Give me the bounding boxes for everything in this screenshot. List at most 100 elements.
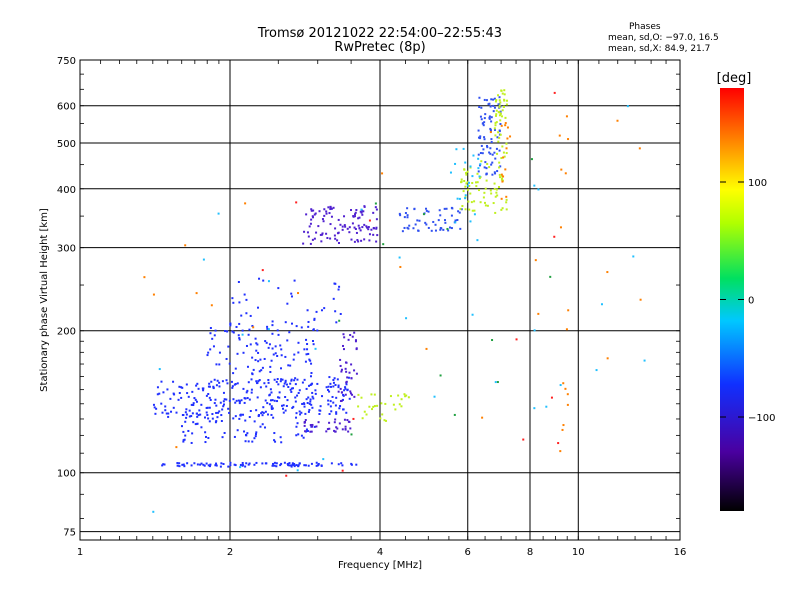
data-point: [484, 161, 487, 164]
data-point: [313, 237, 316, 240]
data-point: [490, 116, 493, 119]
data-point: [357, 240, 360, 243]
data-point: [332, 379, 335, 382]
data-point: [297, 292, 300, 295]
data-point: [413, 208, 416, 211]
data-point: [559, 450, 562, 453]
data-point: [504, 122, 507, 125]
data-point: [295, 434, 298, 437]
data-point: [353, 226, 356, 229]
data-point: [440, 227, 443, 230]
y-tick-label: 300: [57, 244, 76, 255]
data-point: [245, 462, 248, 465]
data-point: [494, 121, 497, 124]
data-point: [334, 404, 337, 407]
data-point: [244, 440, 247, 443]
data-point: [315, 425, 318, 428]
data-point: [213, 378, 216, 381]
data-point: [368, 219, 371, 222]
data-point: [306, 401, 309, 404]
data-point: [184, 244, 187, 247]
data-point: [504, 116, 507, 119]
data-point: [460, 181, 463, 184]
data-point: [271, 347, 274, 350]
data-point: [328, 412, 331, 415]
data-point: [303, 348, 306, 351]
data-point: [345, 383, 348, 386]
data-point: [350, 209, 353, 212]
data-point: [197, 387, 200, 390]
data-point: [152, 403, 155, 406]
data-point: [261, 366, 264, 369]
data-point: [320, 464, 323, 467]
data-point: [334, 282, 337, 285]
data-point: [309, 242, 312, 245]
data-point: [394, 408, 397, 411]
data-point: [230, 380, 233, 383]
data-point: [202, 389, 205, 392]
data-point: [280, 354, 283, 357]
data-point: [311, 406, 314, 409]
data-point: [306, 343, 309, 346]
data-point: [480, 118, 483, 121]
data-point: [301, 381, 304, 384]
data-point: [227, 345, 230, 348]
data-point: [192, 402, 195, 405]
data-point: [318, 413, 321, 416]
data-point: [355, 209, 358, 212]
data-point: [300, 434, 303, 437]
data-point: [492, 98, 495, 101]
data-point: [314, 212, 317, 215]
data-point: [290, 379, 293, 382]
data-point: [479, 163, 482, 166]
data-point: [437, 219, 440, 222]
data-point: [361, 213, 364, 216]
data-point: [234, 415, 237, 418]
data-point: [470, 201, 473, 204]
data-point: [259, 358, 262, 361]
data-point: [405, 317, 408, 320]
data-point: [304, 419, 307, 422]
data-point: [255, 461, 258, 464]
data-point: [219, 401, 222, 404]
data-point: [463, 168, 466, 171]
data-point: [499, 101, 502, 104]
data-point: [264, 410, 267, 413]
data-point: [454, 219, 457, 222]
data-point: [199, 413, 202, 416]
data-point: [472, 154, 475, 157]
data-point: [290, 322, 293, 325]
data-point: [238, 417, 241, 420]
data-point: [498, 99, 501, 102]
data-point: [274, 352, 277, 355]
data-point: [308, 225, 311, 228]
data-point: [503, 155, 506, 158]
data-point: [346, 419, 349, 422]
data-point: [211, 413, 214, 416]
data-point: [281, 404, 284, 407]
data-point: [486, 144, 489, 147]
data-point: [489, 147, 492, 150]
data-point: [161, 411, 164, 414]
data-point: [305, 213, 308, 216]
data-point: [152, 293, 155, 296]
data-point: [469, 166, 472, 169]
data-point: [375, 227, 378, 230]
data-point: [416, 219, 419, 222]
data-point: [481, 122, 484, 125]
data-point: [210, 304, 213, 307]
data-point: [476, 181, 479, 184]
data-point: [217, 411, 220, 414]
data-point: [334, 237, 337, 240]
data-point: [488, 116, 491, 119]
data-point: [477, 167, 480, 170]
data-point: [483, 117, 486, 120]
data-point: [181, 463, 184, 466]
data-point: [503, 93, 506, 96]
data-point: [477, 189, 480, 192]
data-point: [501, 109, 504, 112]
data-point: [202, 387, 205, 390]
data-point: [182, 430, 185, 433]
data-point: [425, 209, 428, 212]
data-point: [160, 380, 163, 383]
